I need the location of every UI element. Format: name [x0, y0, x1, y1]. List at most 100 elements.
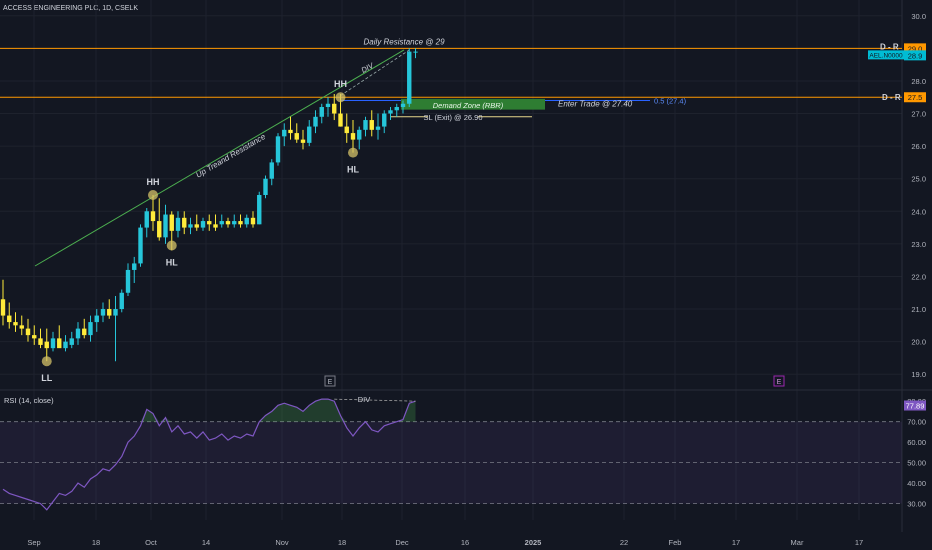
candle-body	[394, 107, 399, 111]
candle-body	[107, 309, 112, 316]
fib-label: 0.5 (27.4)	[654, 97, 687, 106]
candle-body	[194, 224, 199, 228]
daily-resistance-label: Daily Resistance @ 29	[363, 37, 445, 46]
candle-body	[369, 120, 374, 130]
div-line	[340, 49, 410, 96]
candle-body	[294, 133, 299, 140]
candle-body	[44, 341, 49, 349]
x-tick-label: 14	[202, 538, 210, 547]
current-price-label: 28.9	[908, 51, 923, 60]
candle-body	[363, 120, 368, 130]
rsi-div-label: DIV	[358, 395, 371, 404]
resistance-badge-label: 29.0	[908, 44, 923, 53]
candle-body	[313, 116, 318, 127]
rsi-tick-label: 40.00	[907, 479, 926, 488]
pivot-label: LL	[41, 373, 52, 383]
x-tick-label: Dec	[395, 538, 409, 547]
candle-body	[282, 129, 287, 137]
earnings-marker-label: E	[328, 379, 333, 386]
x-tick-label: Nov	[275, 538, 289, 547]
rsi-title: RSI (14, close)	[4, 396, 54, 405]
y-tick-label: 25.0	[911, 175, 926, 184]
trend-label: Up Treand Resistance	[194, 132, 267, 180]
x-tick-label: 18	[92, 538, 100, 547]
rsi-div-line	[334, 398, 416, 402]
candle-body	[244, 217, 249, 225]
candle-body	[413, 51, 418, 53]
dr-badge-label: 27.5	[908, 93, 923, 102]
x-tick-label: Oct	[145, 538, 158, 547]
rsi-line	[2, 398, 416, 511]
pivot-label: HH	[334, 79, 347, 89]
pivot-marker	[348, 147, 358, 158]
candle-body	[225, 221, 231, 225]
current-price-badge	[904, 50, 926, 61]
earnings-marker-label: E	[777, 379, 782, 386]
y-tick-label: 28.0	[911, 77, 926, 86]
candle-body	[169, 214, 174, 231]
candle-body	[119, 292, 124, 310]
demand-zone-label: Demand Zone (RBR)	[433, 101, 504, 110]
candle-body	[407, 51, 412, 104]
candle-body	[250, 217, 256, 225]
x-tick-label: 17	[732, 538, 740, 547]
candle-body	[132, 263, 137, 270]
candle-body	[13, 322, 18, 326]
earnings-marker	[773, 375, 785, 387]
candle-body	[219, 221, 224, 225]
candle-body	[357, 129, 362, 140]
candle-body	[269, 162, 274, 179]
y-tick-label: 26.0	[911, 142, 926, 151]
candle-body	[38, 338, 43, 345]
candle-body	[57, 338, 62, 349]
sl-label: SL (Exit) @ 26.90	[423, 113, 482, 122]
candle-body	[375, 126, 381, 130]
resistance-badge	[904, 43, 926, 54]
rsi-tick-label: 30.00	[907, 500, 926, 509]
rsi-tick-label: 50.00	[907, 459, 926, 468]
candle-body	[200, 221, 206, 228]
chart-title: ACCESS ENGINEERING PLC, 1D, CSELK	[3, 5, 138, 12]
x-tick-label: Sep	[27, 538, 40, 547]
candle-body	[288, 129, 293, 134]
x-tick-label: 16	[461, 538, 469, 547]
x-tick-label: Feb	[669, 538, 682, 547]
rsi-badge	[904, 400, 926, 411]
y-tick-label: 19.0	[911, 370, 926, 379]
candle-body	[338, 113, 343, 127]
candle-body	[388, 110, 393, 114]
candle-body	[0, 299, 6, 316]
x-tick-label: 17	[855, 538, 863, 547]
candle-body	[75, 328, 81, 339]
candle-body	[7, 315, 12, 323]
y-tick-label: 22.0	[911, 272, 926, 281]
candle-body	[207, 221, 212, 225]
y-tick-label: 30.0	[911, 12, 926, 21]
rsi-tick-label: 70.00	[907, 418, 926, 427]
x-tick-label: 18	[338, 538, 346, 547]
candle-body	[238, 221, 243, 225]
y-tick-label: 24.0	[911, 207, 926, 216]
candle-body	[69, 338, 74, 345]
dr-label: D - R	[882, 93, 901, 102]
y-tick-label: 21.0	[911, 305, 926, 314]
candle-body	[63, 341, 68, 349]
candle-body	[94, 315, 99, 323]
pivot-label: HH	[147, 177, 160, 187]
candle-body	[82, 328, 87, 336]
ticker-badge	[868, 50, 905, 60]
candle-body	[125, 269, 131, 293]
candle-body	[232, 221, 237, 225]
candle-body	[182, 217, 187, 228]
candle-body	[32, 335, 37, 339]
x-tick-label: 22	[620, 538, 628, 547]
candle-body	[319, 107, 324, 117]
candle-body	[307, 126, 312, 143]
candle-body	[275, 136, 281, 163]
candle-body	[113, 309, 118, 316]
candle-body	[100, 309, 106, 316]
candle-body	[144, 211, 149, 228]
candle-body	[163, 214, 168, 238]
dr-top-label: D - R	[880, 42, 899, 51]
